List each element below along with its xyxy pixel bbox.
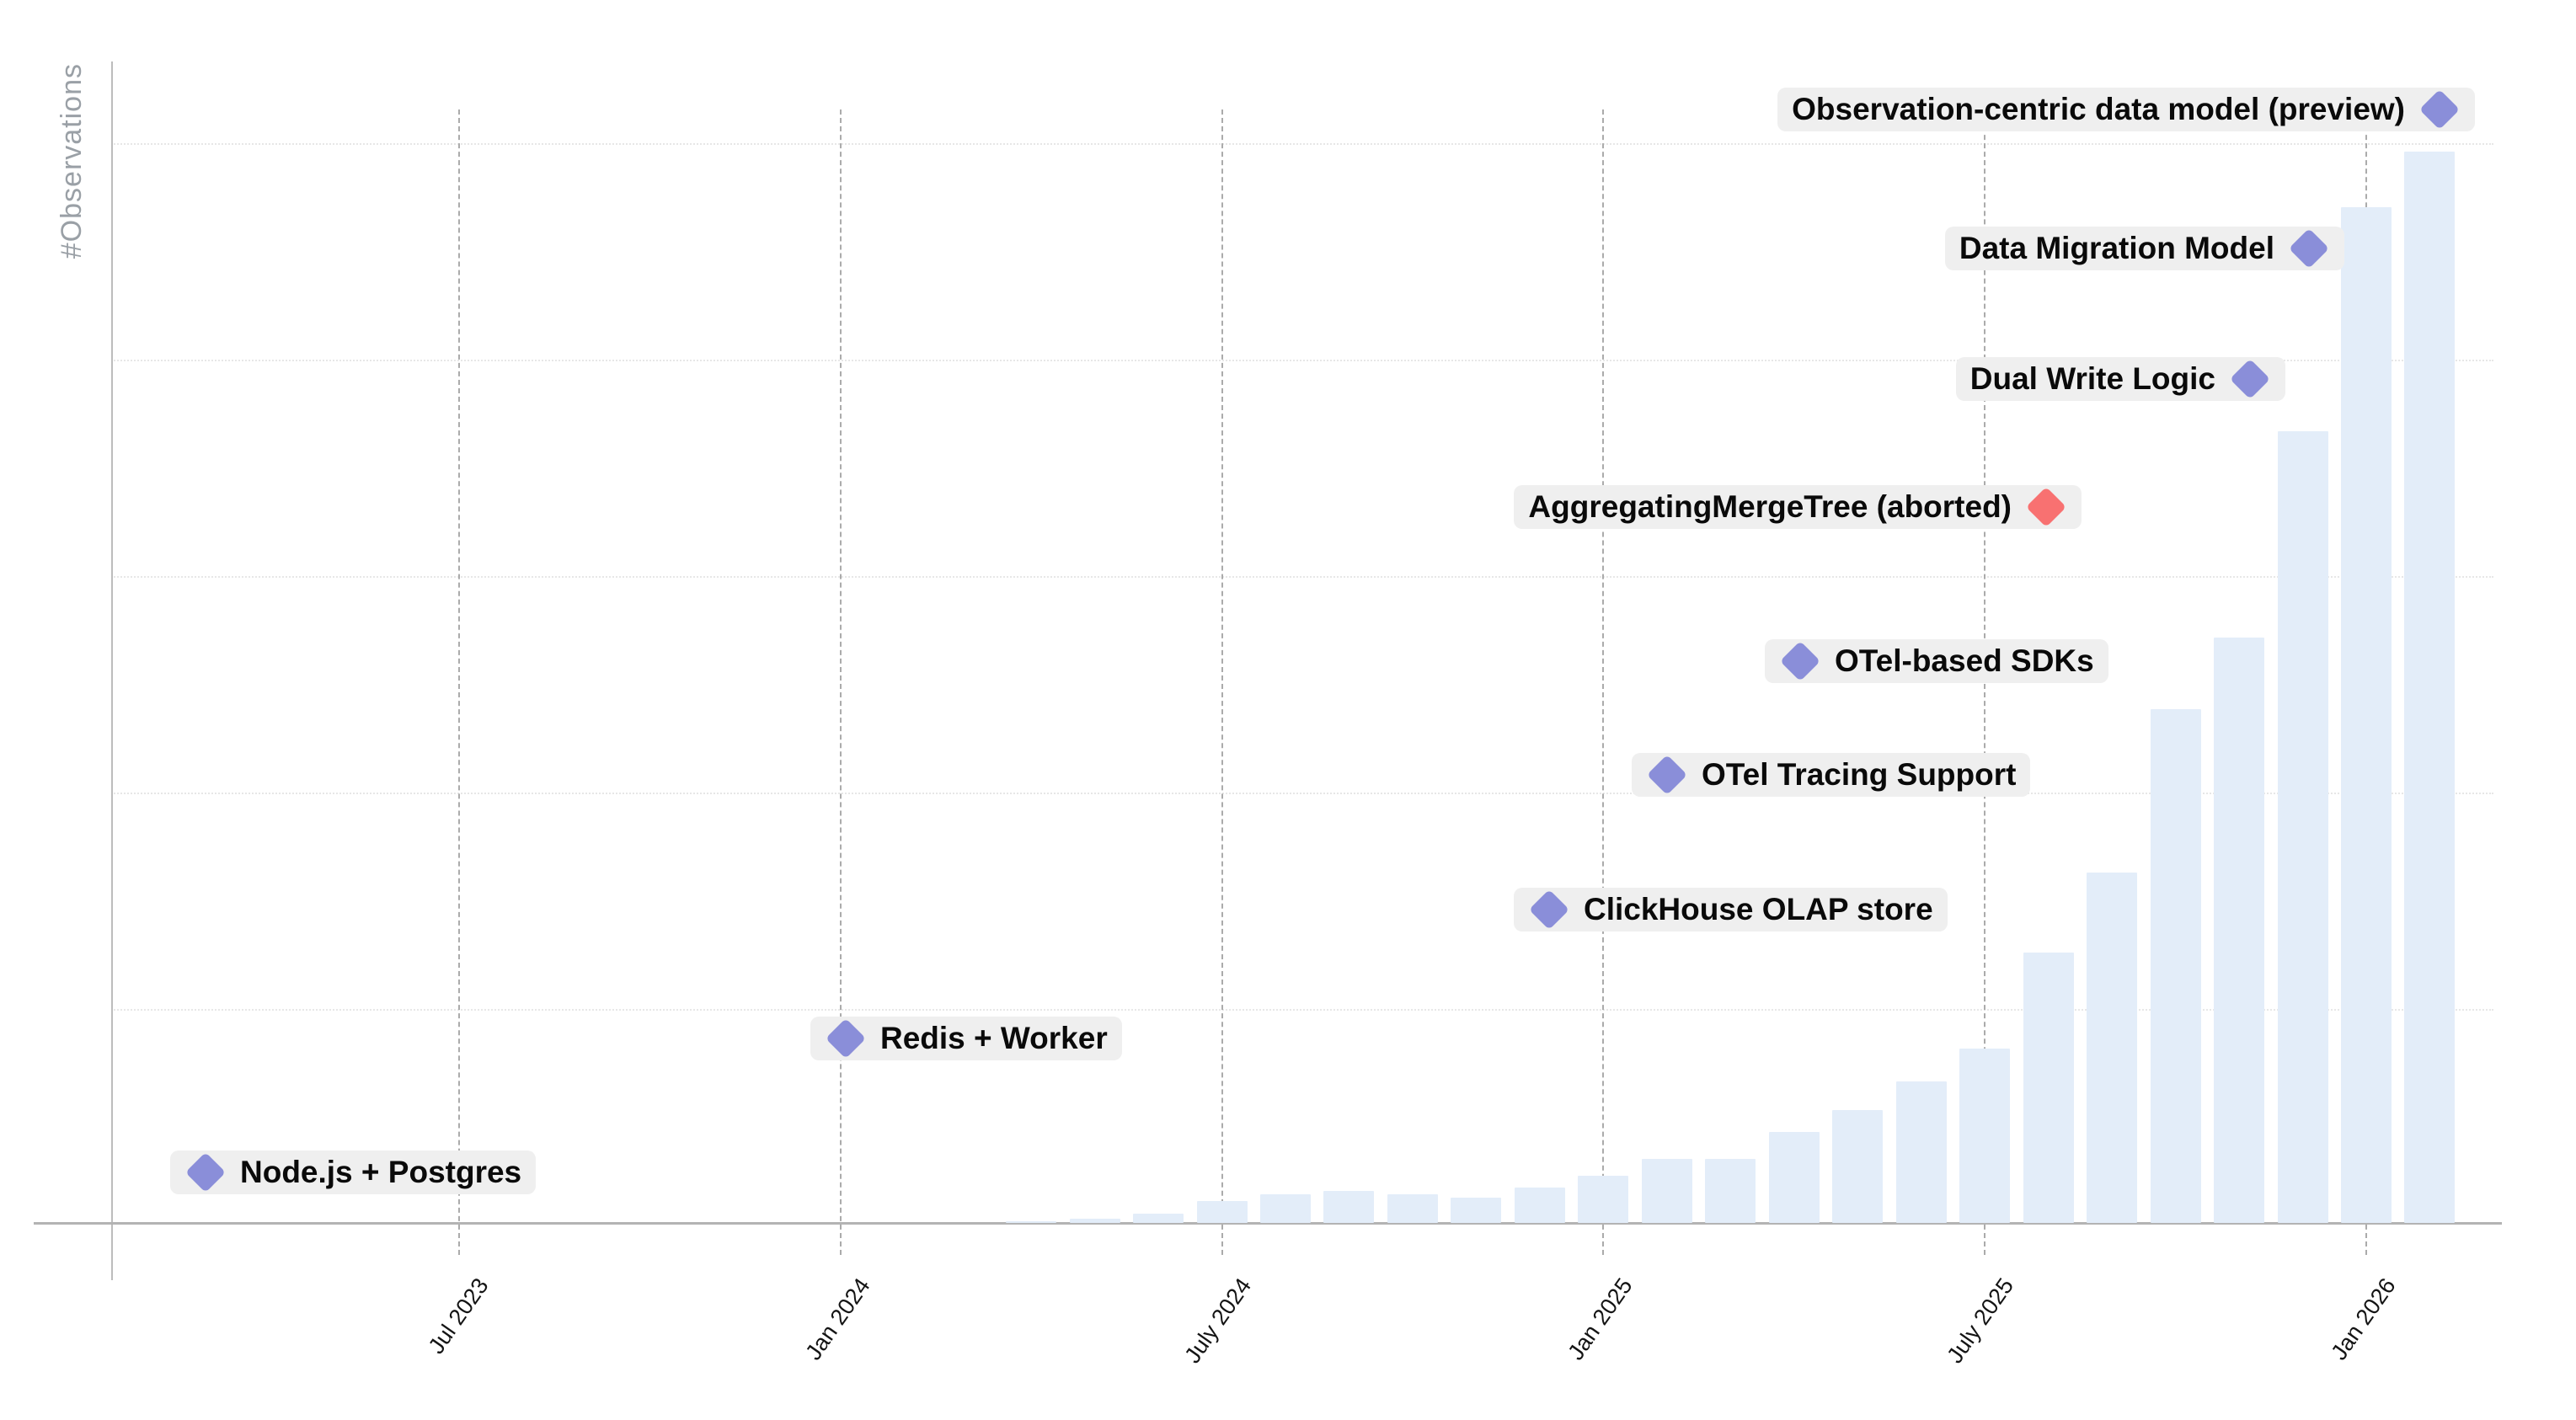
- bar-2025-05: [1832, 1110, 1883, 1223]
- milestone-label: Data Migration Model: [1959, 231, 2274, 265]
- x-tick-label-2024-01: Jan 2024: [800, 1273, 875, 1365]
- y-axis-title: #Observations: [56, 63, 88, 259]
- bar-2025-04: [1769, 1132, 1820, 1223]
- milestone-1: Redis + Worker: [810, 1017, 1122, 1060]
- bar-2026-02: [2404, 152, 2455, 1223]
- x-tick-label-2024-07: July 2024: [1179, 1273, 1257, 1368]
- horizontal-gridline-2: [111, 576, 2493, 578]
- milestone-0: Node.js + Postgres: [170, 1150, 537, 1194]
- x-tick-label-2025-07: July 2025: [1942, 1273, 2019, 1368]
- milestone-label: Node.js + Postgres: [240, 1155, 522, 1189]
- horizontal-gridline-1: [111, 360, 2493, 361]
- bar-2025-06: [1896, 1081, 1947, 1223]
- milestone-2: ClickHouse OLAP store: [1514, 888, 1948, 932]
- bar-2025-12: [2278, 431, 2328, 1223]
- horizontal-gridline-4: [111, 1009, 2493, 1011]
- bar-2024-11: [1451, 1198, 1501, 1223]
- milestone-7: Data Migration Model: [1944, 227, 2344, 270]
- milestone-diamond-icon: [2421, 91, 2458, 128]
- bar-2024-12: [1515, 1188, 1565, 1223]
- horizontal-gridline-3: [111, 793, 2493, 794]
- bar-2025-10: [2151, 709, 2201, 1223]
- milestone-diamond-icon: [2028, 488, 2065, 526]
- milestone-label: Dual Write Logic: [1969, 361, 2215, 396]
- x-axis-line: [34, 1222, 2502, 1225]
- milestone-5: AggregatingMergeTree (aborted): [1514, 485, 2082, 529]
- x-tick-label-2025-01: Jan 2025: [1563, 1273, 1638, 1365]
- bar-2026-01: [2341, 207, 2392, 1223]
- bar-2025-09: [2087, 873, 2137, 1223]
- vertical-gridline-2024-07: [1221, 109, 1223, 1255]
- milestone-3: OTel Tracing Support: [1632, 753, 2031, 797]
- bar-2024-09: [1323, 1191, 1374, 1223]
- vertical-gridline-2025-01: [1602, 109, 1604, 1255]
- bar-2024-05: [1070, 1219, 1120, 1223]
- x-tick-label-2026-01: Jan 2026: [2326, 1273, 2401, 1365]
- vertical-gridline-2024-01: [840, 109, 842, 1255]
- bar-2024-08: [1260, 1194, 1311, 1223]
- horizontal-gridline-0: [111, 143, 2493, 145]
- x-tick-label-2023-07: Jul 2023: [423, 1273, 494, 1359]
- milestone-diamond-icon: [1531, 891, 1568, 928]
- milestone-label: OTel Tracing Support: [1702, 757, 2017, 792]
- bar-2024-07: [1197, 1201, 1248, 1223]
- milestone-diamond-icon: [1782, 643, 1819, 680]
- milestone-label: Observation-centric data model (preview): [1792, 92, 2405, 126]
- bar-2025-07: [1959, 1049, 2010, 1223]
- bar-2025-11: [2214, 638, 2264, 1223]
- bar-2025-03: [1705, 1159, 1756, 1223]
- bar-2025-01: [1578, 1176, 1628, 1223]
- milestone-label: ClickHouse OLAP store: [1584, 892, 1933, 926]
- milestone-diamond-icon: [1649, 756, 1686, 793]
- milestone-diamond-icon: [827, 1020, 864, 1057]
- bar-2024-04: [1006, 1221, 1056, 1223]
- y-axis-line: [111, 61, 113, 1280]
- milestone-diamond-icon: [2290, 230, 2327, 267]
- vertical-gridline-2023-07: [458, 109, 460, 1255]
- milestone-label: AggregatingMergeTree (aborted): [1528, 489, 2012, 524]
- milestone-4: OTel-based SDKs: [1765, 639, 2108, 683]
- milestone-6: Dual Write Logic: [1955, 357, 2285, 401]
- milestone-label: Redis + Worker: [880, 1021, 1108, 1055]
- milestone-diamond-icon: [2231, 360, 2269, 398]
- bar-2024-10: [1387, 1194, 1438, 1223]
- bar-2024-06: [1133, 1214, 1184, 1223]
- bar-2025-02: [1642, 1159, 1692, 1223]
- milestone-diamond-icon: [187, 1154, 224, 1191]
- bar-2025-08: [2023, 953, 2074, 1223]
- milestone-label: OTel-based SDKs: [1835, 643, 2094, 678]
- milestone-8: Observation-centric data model (preview): [1777, 88, 2475, 131]
